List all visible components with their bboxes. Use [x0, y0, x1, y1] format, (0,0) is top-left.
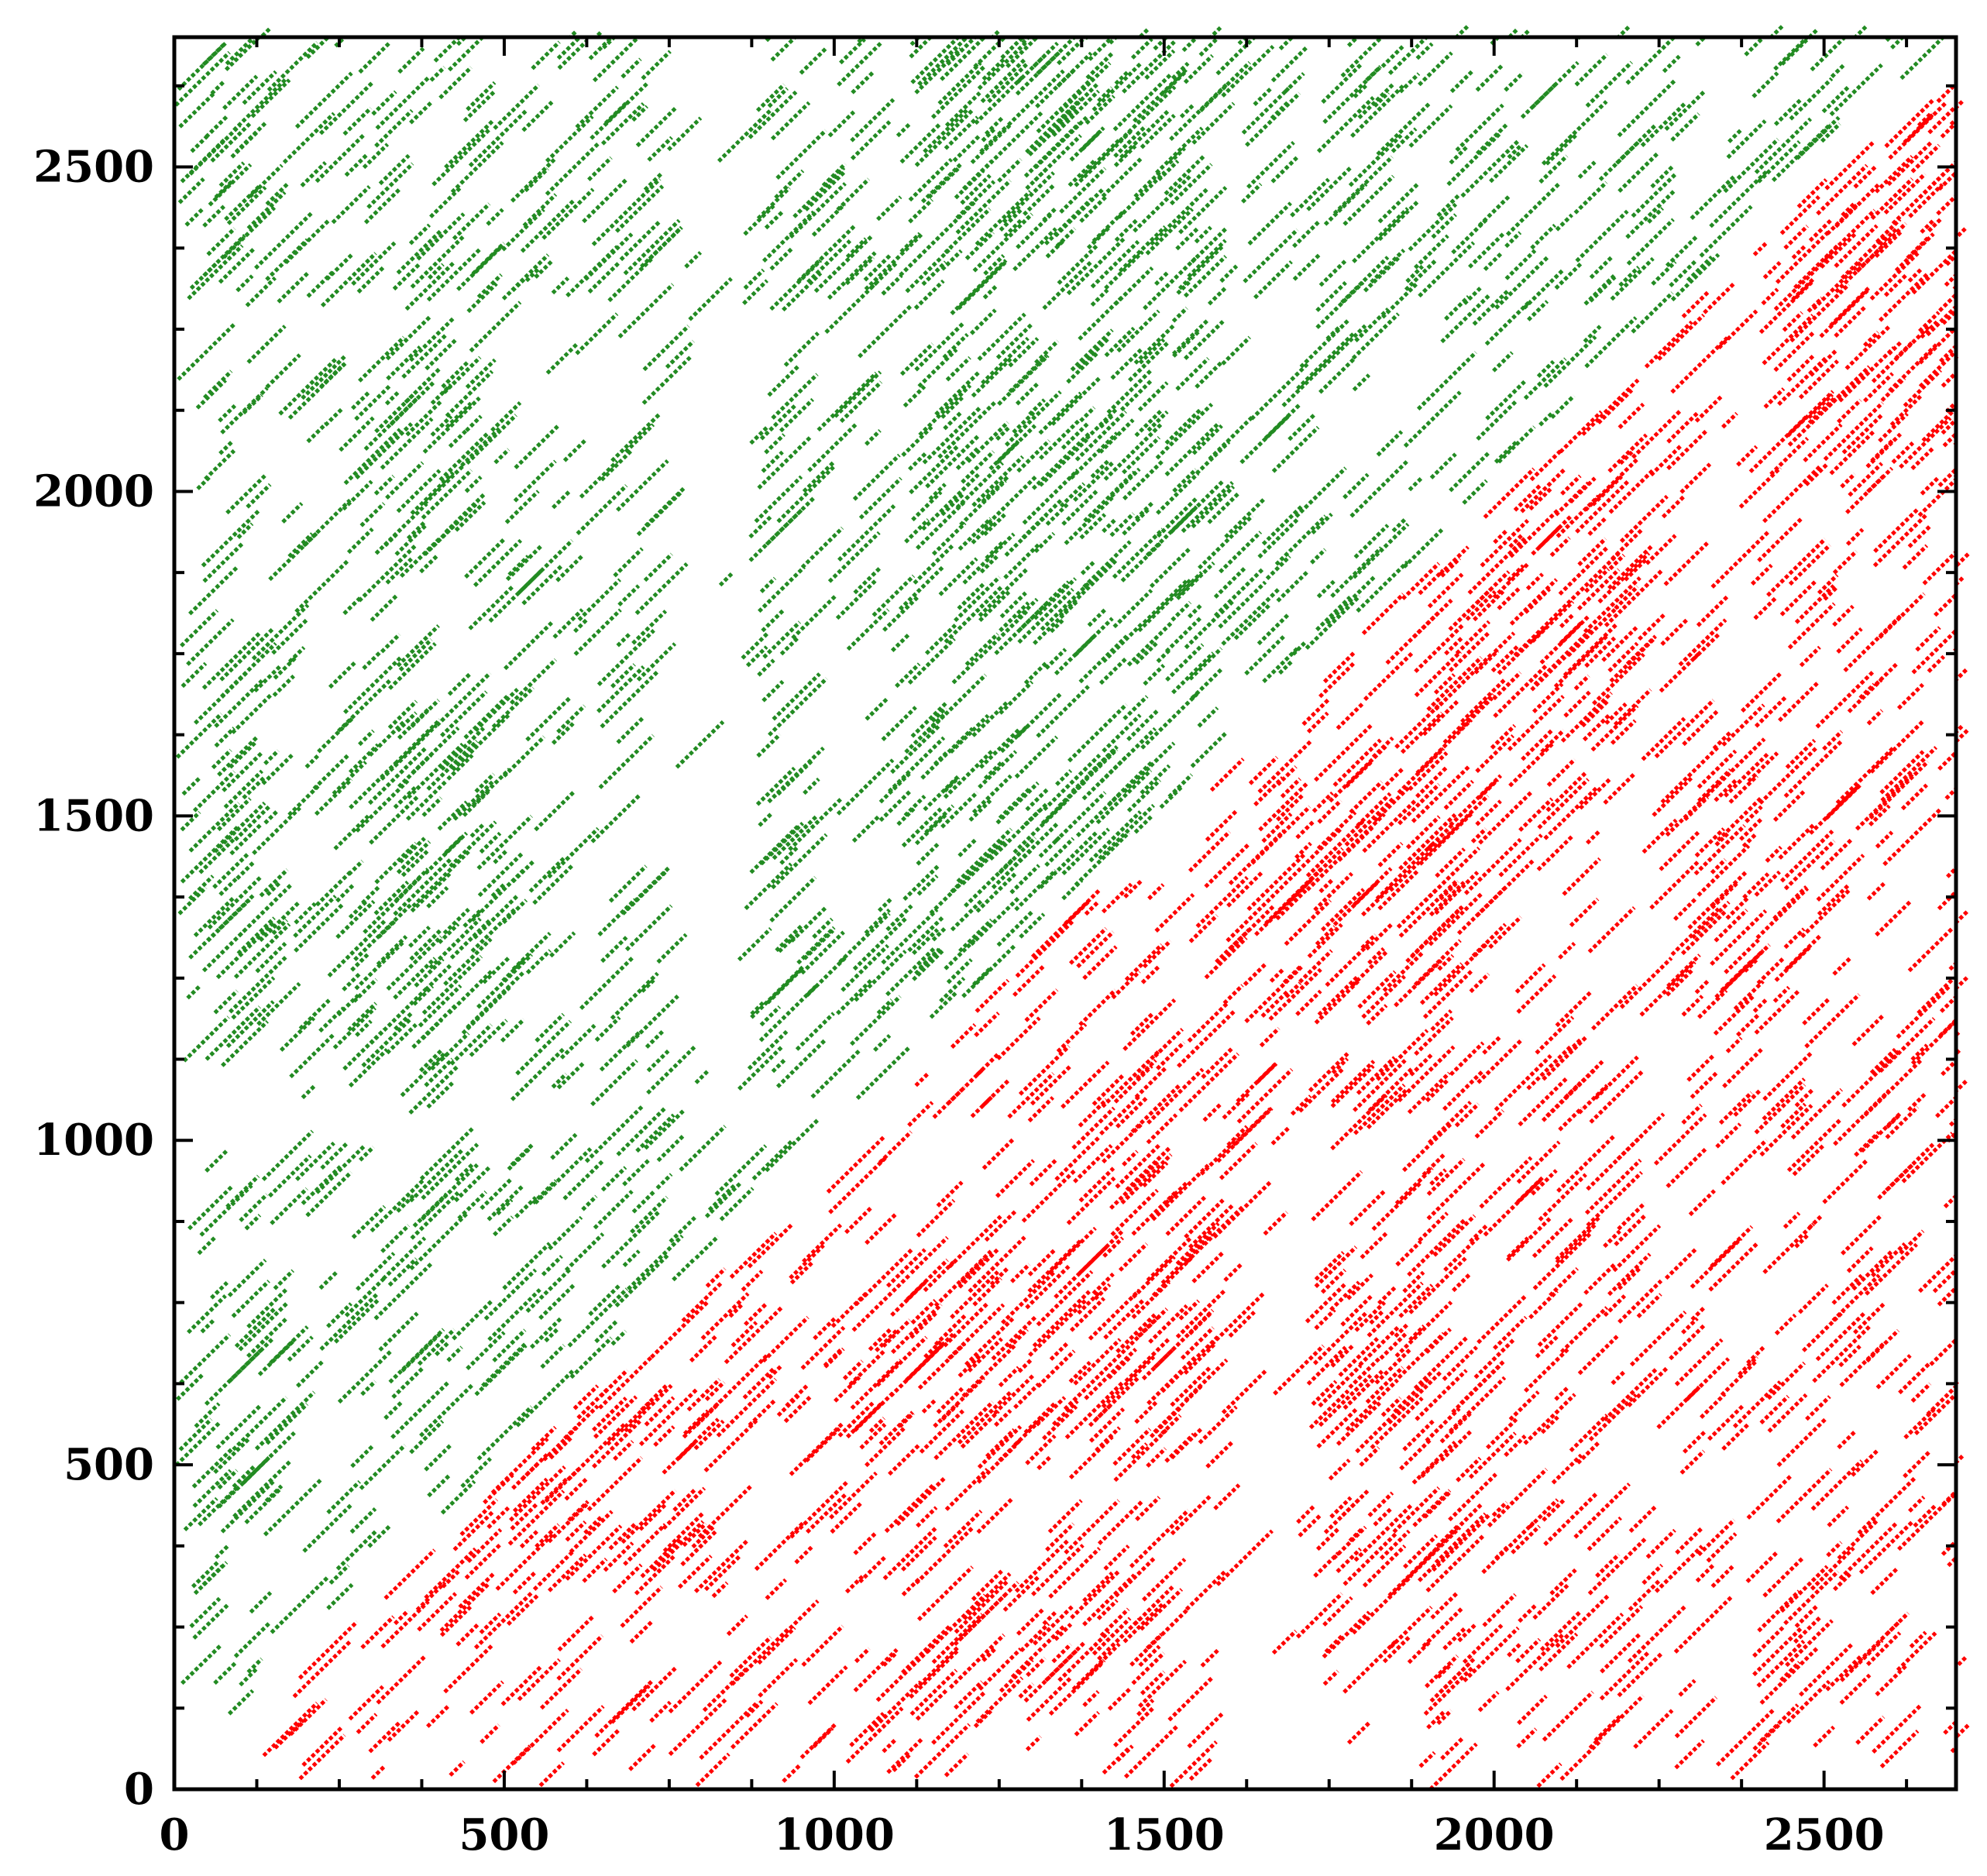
series-points-red: [262, 85, 1970, 1791]
x-tick-label: 2000: [1434, 1809, 1555, 1861]
y-tick-label: 0: [124, 1764, 154, 1815]
axis-ticks: [173, 37, 1956, 1791]
series-points-green: [174, 25, 1945, 1716]
y-tick-label: 1500: [33, 790, 154, 841]
x-tick-label: 500: [459, 1809, 549, 1861]
y-tick-label: 2000: [33, 466, 154, 517]
y-tick-label: 2500: [33, 142, 154, 193]
y-tick-label: 1000: [33, 1115, 154, 1166]
x-tick-label: 1000: [774, 1809, 895, 1861]
x-tick-label: 2500: [1764, 1809, 1885, 1861]
y-tick-label: 500: [64, 1439, 154, 1490]
x-tick-label: 1500: [1104, 1809, 1225, 1861]
x-tick-label: 0: [160, 1809, 190, 1861]
plot-frame: [172, 35, 1958, 1792]
series-green-points: [174, 25, 1945, 1716]
tick-labels: 0 500 1000 1500 2000 2500 0 500 1000 1500 2000 2500: [33, 142, 1884, 1861]
series-red-points: [262, 85, 1970, 1791]
